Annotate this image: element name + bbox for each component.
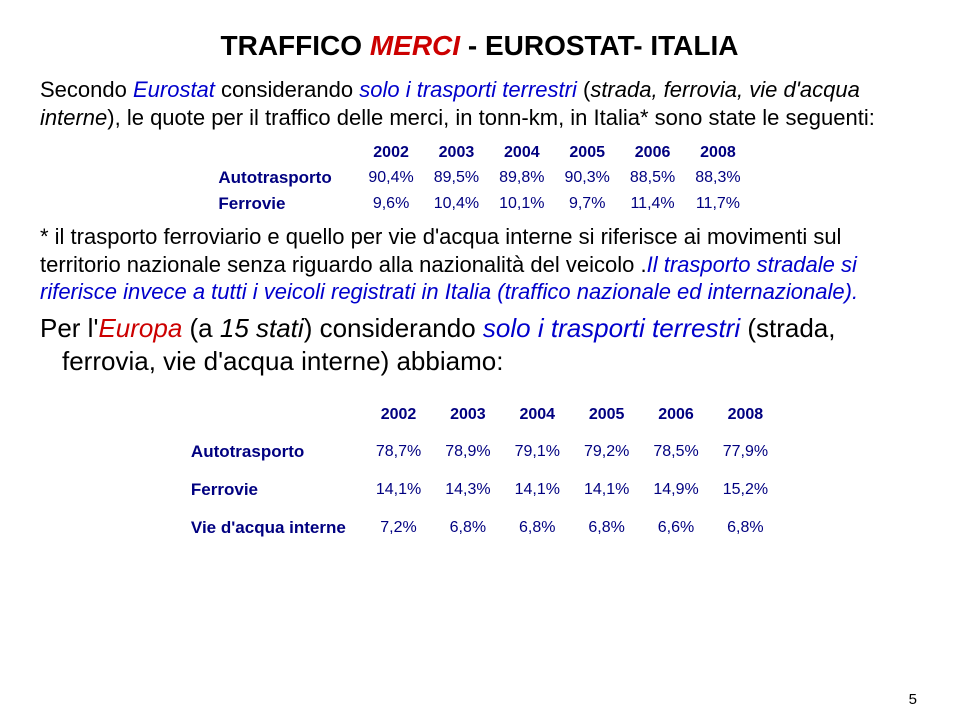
cell: 6,8% [503,509,572,547]
table-blank-header [179,397,364,433]
table-year: 2006 [620,141,685,165]
title-red: MERCI [370,30,460,61]
intro-paragraph: Secondo Eurostat considerando solo i tra… [40,76,919,131]
row-label: Ferrovie [179,471,364,509]
row-label: Autotrasporto [179,433,364,471]
table-year: 2008 [711,397,780,433]
table-year: 2005 [572,397,641,433]
cell: 10,1% [489,191,554,217]
table-row: Ferrovie 9,6% 10,4% 10,1% 9,7% 11,4% 11,… [208,191,750,217]
cell: 7,2% [364,509,433,547]
table-year: 2003 [433,397,502,433]
cell: 89,5% [424,165,489,191]
table-year: 2002 [358,141,423,165]
cell: 6,8% [433,509,502,547]
europe-paragraph: Per l'Europa (a 15 stati) considerando s… [62,312,919,380]
table-europe: 2002 2003 2004 2005 2006 2008 Autotraspo… [179,397,780,547]
page-title: TRAFFICO MERCI - EUROSTAT- ITALIA [40,30,919,62]
cell: 10,4% [424,191,489,217]
cell: 14,1% [364,471,433,509]
row-label: Ferrovie [208,191,358,217]
cell: 6,8% [572,509,641,547]
cell: 6,6% [641,509,710,547]
intro-a: Secondo [40,77,133,102]
cell: 78,5% [641,433,710,471]
table-year: 2003 [424,141,489,165]
table-row: Vie d'acqua interne 7,2% 6,8% 6,8% 6,8% … [179,509,780,547]
per-c: (a [182,313,220,343]
table-row: 2002 2003 2004 2005 2006 2008 [208,141,750,165]
cell: 15,2% [711,471,780,509]
per-e: ) considerando [304,313,483,343]
intro-solo: solo i trasporti terrestri [359,77,577,102]
table-year: 2008 [685,141,750,165]
intro-eurostat: Eurostat [133,77,215,102]
row-label: Autotrasporto [208,165,358,191]
cell: 78,7% [364,433,433,471]
table-row: Autotrasporto 90,4% 89,5% 89,8% 90,3% 88… [208,165,750,191]
cell: 11,4% [620,191,685,217]
per-15stati: 15 stati [220,313,304,343]
table-year: 2002 [364,397,433,433]
per-a: Per l' [40,313,98,343]
cell: 78,9% [433,433,502,471]
table-row: 2002 2003 2004 2005 2006 2008 [179,397,780,433]
per-solo: solo i trasporti terrestri [483,313,740,343]
table-year: 2006 [641,397,710,433]
intro-g: ), le quote per il traffico delle merci,… [107,105,875,130]
title-pre: TRAFFICO [221,30,370,61]
table-row: Ferrovie 14,1% 14,3% 14,1% 14,1% 14,9% 1… [179,471,780,509]
cell: 14,9% [641,471,710,509]
table-year: 2004 [503,397,572,433]
table-row: Autotrasporto 78,7% 78,9% 79,1% 79,2% 78… [179,433,780,471]
cell: 88,3% [685,165,750,191]
cell: 90,3% [555,165,620,191]
row-label: Vie d'acqua interne [179,509,364,547]
page-number: 5 [909,691,917,708]
cell: 88,5% [620,165,685,191]
cell: 14,1% [503,471,572,509]
cell: 77,9% [711,433,780,471]
footnote: * il trasporto ferroviario e quello per … [40,223,919,306]
cell: 79,1% [503,433,572,471]
cell: 9,7% [555,191,620,217]
cell: 14,3% [433,471,502,509]
table-year: 2005 [555,141,620,165]
cell: 11,7% [685,191,750,217]
table-year: 2004 [489,141,554,165]
table-italy: 2002 2003 2004 2005 2006 2008 Autotraspo… [208,141,750,217]
cell: 89,8% [489,165,554,191]
title-post: - EUROSTAT- ITALIA [460,30,738,61]
intro-c: considerando [215,77,359,102]
cell: 79,2% [572,433,641,471]
cell: 6,8% [711,509,780,547]
intro-e: ( [577,77,590,102]
per-europa: Europa [98,313,182,343]
cell: 9,6% [358,191,423,217]
table-blank-header [208,141,358,165]
cell: 90,4% [358,165,423,191]
cell: 14,1% [572,471,641,509]
